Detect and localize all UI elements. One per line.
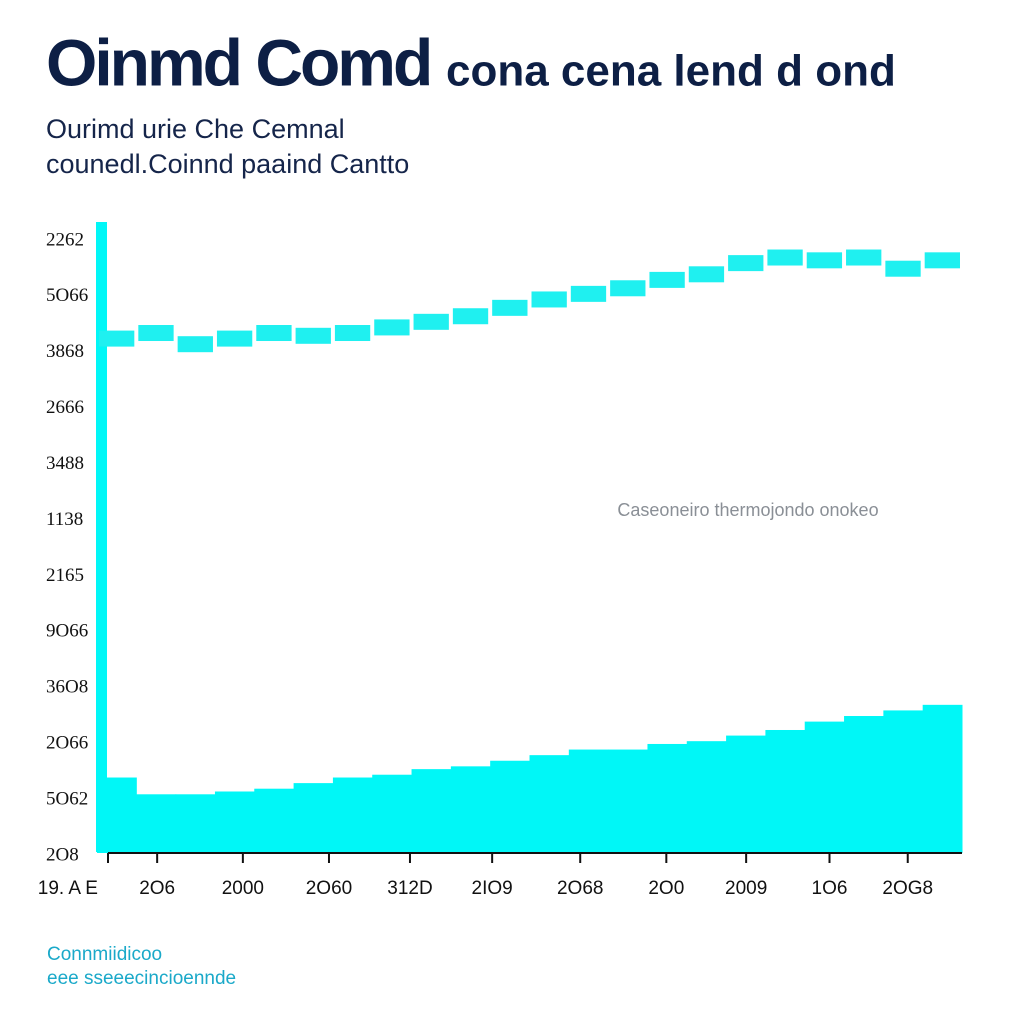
square-mark xyxy=(924,252,960,269)
y-tick-label: 5O62 xyxy=(46,788,88,809)
y-tick-label: 36O8 xyxy=(46,677,88,698)
footer: Connmiidicoo xyxy=(47,944,162,965)
chart-title: Oinmd Comd xyxy=(46,25,430,99)
square-mark xyxy=(177,336,213,353)
x-tick-label: 1O6 xyxy=(812,878,848,899)
y-tick-label: 9O66 xyxy=(46,621,88,642)
y-tick-label: 2O8 xyxy=(46,844,79,865)
square-mark xyxy=(570,285,607,302)
square-mark xyxy=(452,308,489,325)
square-mark xyxy=(256,325,292,342)
x-tick-label: 19. A E xyxy=(38,878,98,899)
subtitle: Ourimd urie Che Cemnal xyxy=(46,114,345,144)
square-mark xyxy=(99,330,135,347)
square-mark xyxy=(885,260,921,277)
bar xyxy=(647,743,688,853)
square-mark xyxy=(728,255,764,272)
square-mark xyxy=(610,280,646,297)
x-tick-label: 312D xyxy=(387,878,432,899)
chart-title-extra: cona cena lend d ond xyxy=(446,47,896,96)
y-tick-label: 2165 xyxy=(46,565,84,586)
bar xyxy=(332,777,373,853)
bar xyxy=(254,788,295,853)
y-tick-label: 3868 xyxy=(46,341,84,362)
bar xyxy=(686,741,727,853)
square-mark xyxy=(374,319,410,336)
square-mark xyxy=(767,249,803,266)
bar xyxy=(214,791,255,853)
bar xyxy=(293,783,334,853)
bar xyxy=(175,794,216,853)
square-mark xyxy=(688,266,725,283)
footer: eee sseeecincioennde xyxy=(47,968,236,989)
y-tick-label: 2O66 xyxy=(46,733,88,754)
bar xyxy=(765,729,806,853)
bar xyxy=(726,735,766,853)
bar xyxy=(844,716,884,853)
y-tick-label: 1138 xyxy=(46,509,83,530)
x-tick-label: 2O6 xyxy=(139,878,175,899)
x-tick-label: 2O0 xyxy=(648,878,684,899)
x-tick-label: 2OG8 xyxy=(882,878,933,899)
square-mark xyxy=(216,330,253,347)
axis-band xyxy=(96,222,107,852)
square-mark xyxy=(492,299,528,316)
bar xyxy=(529,755,570,853)
y-tick-label: 3488 xyxy=(46,453,84,474)
x-tick-label: 2009 xyxy=(725,878,767,899)
y-tick-label: 2262 xyxy=(46,229,84,250)
annotation: Caseoneiro thermojondo onokeo xyxy=(617,500,878,520)
x-tick-label: 2IO9 xyxy=(472,878,513,899)
x-tick-label: 2000 xyxy=(222,878,264,899)
bar xyxy=(411,769,452,853)
bar xyxy=(97,777,137,853)
x-tick-label: 2O68 xyxy=(557,878,603,899)
bar xyxy=(568,749,609,853)
bar xyxy=(450,766,491,853)
bar xyxy=(804,721,845,853)
bar xyxy=(883,710,924,853)
y-tick-label: 2666 xyxy=(46,397,84,418)
square-mark xyxy=(295,327,331,344)
bar xyxy=(490,760,530,853)
square-mark xyxy=(806,252,843,269)
square-mark xyxy=(138,325,174,342)
bar xyxy=(136,794,177,853)
square-mark xyxy=(413,313,449,330)
subtitle: counedl.Coinnd paaind Cantto xyxy=(46,149,409,179)
y-tick-label: 5O66 xyxy=(46,285,88,306)
x-tick-label: 2O60 xyxy=(306,878,352,899)
bar xyxy=(922,704,963,853)
bar xyxy=(372,774,413,853)
square-mark xyxy=(846,249,882,266)
square-mark xyxy=(334,325,371,342)
bar xyxy=(608,749,648,853)
square-mark xyxy=(649,271,685,288)
square-mark xyxy=(531,291,567,308)
